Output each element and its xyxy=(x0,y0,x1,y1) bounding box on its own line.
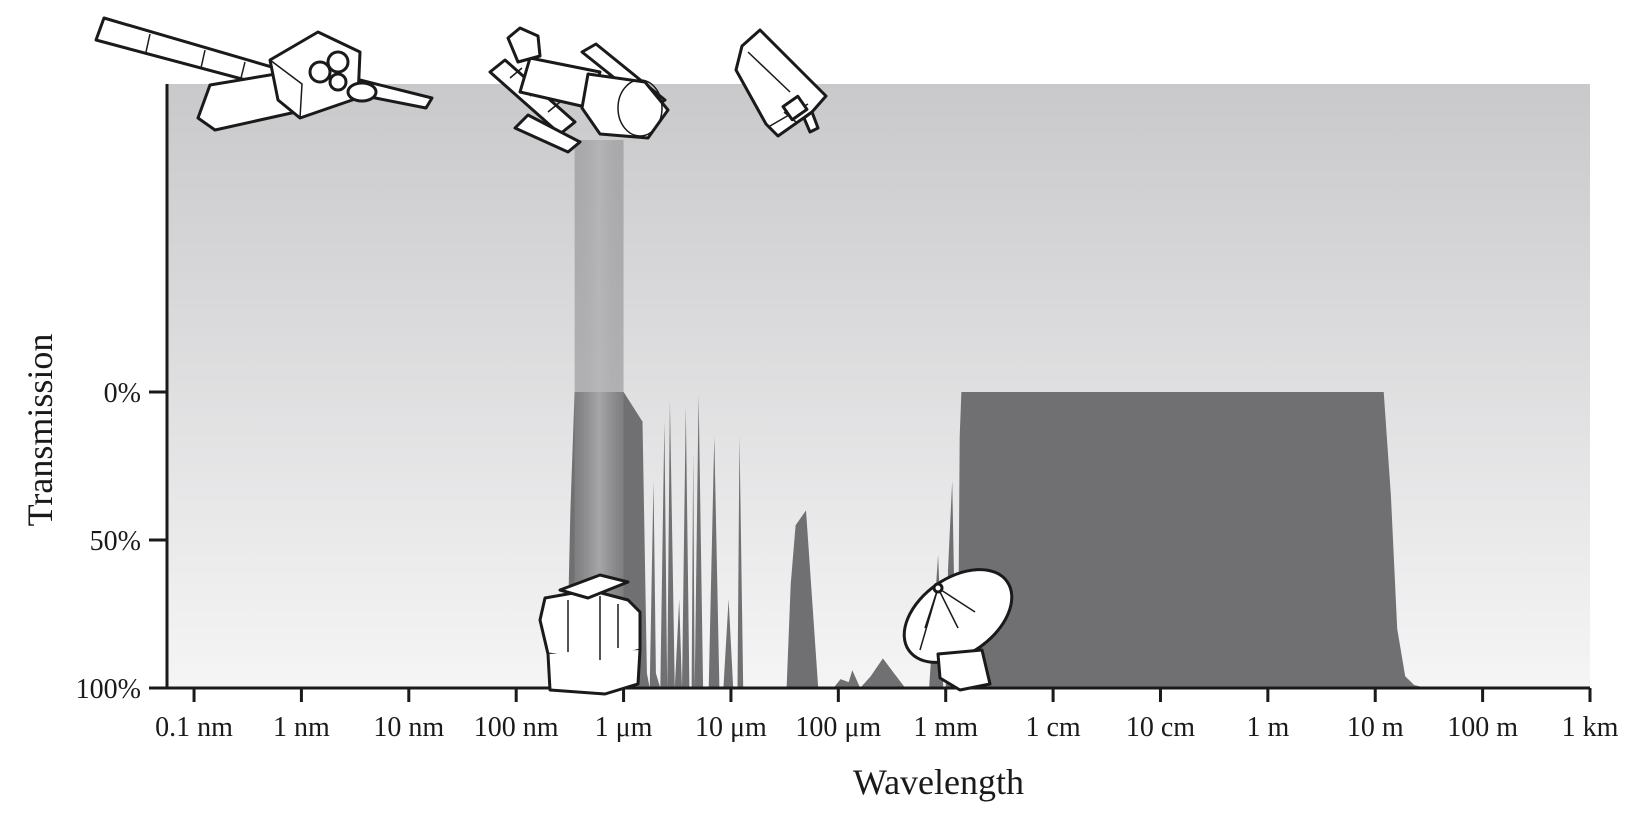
x-axis-title: Wavelength xyxy=(853,762,1024,802)
y-tick-label: 100% xyxy=(76,674,141,705)
ground-optical-observatory-icon xyxy=(538,573,642,696)
x-tick-label: 1 km xyxy=(1562,712,1619,743)
x-tick-label: 0.1 nm xyxy=(155,712,233,743)
x-axis-ticks: 0.1 nm 1 nm 10 nm 100 nm 1 μm 10 μm 100 μm 1 mm… xyxy=(155,688,1619,743)
infrared-space-telescope-icon xyxy=(734,28,828,138)
x-tick-label: 10 cm xyxy=(1126,712,1195,743)
x-tick-label: 1 cm xyxy=(1025,712,1080,743)
x-tick-label: 1 mm xyxy=(913,712,978,743)
x-ray-observatory-icon xyxy=(94,16,434,132)
optical-light-beam xyxy=(574,140,624,610)
y-tick-label: 50% xyxy=(90,526,141,557)
x-tick-label: 100 μm xyxy=(795,712,881,743)
x-tick-label: 100 nm xyxy=(474,712,559,743)
x-tick-label: 100 m xyxy=(1447,712,1518,743)
x-tick-label: 10 μm xyxy=(695,712,767,743)
x-tick-label: 1 μm xyxy=(595,712,653,743)
x-tick-label: 1 m xyxy=(1246,712,1289,743)
x-tick-label: 10 m xyxy=(1347,712,1404,743)
space-telescope-icon xyxy=(488,26,670,154)
y-axis-title: Transmission xyxy=(20,334,60,527)
atmospheric-opacity-area xyxy=(167,392,1590,688)
x-tick-label: 10 nm xyxy=(373,712,444,743)
y-tick-label: 0% xyxy=(104,378,141,409)
y-axis-ticks: 0% 50% 100% xyxy=(76,378,167,705)
x-tick-label: 1 nm xyxy=(273,712,330,743)
radio-dish-icon xyxy=(902,568,1014,692)
